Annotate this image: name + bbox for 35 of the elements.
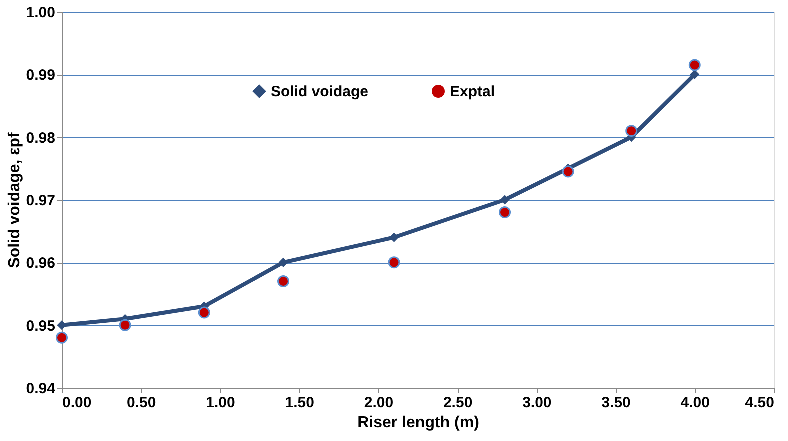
point [198,306,210,319]
legend-label: Exptal [450,84,496,101]
point [562,166,574,178]
point [57,320,67,330]
point [500,195,510,205]
point [499,206,512,219]
x-tick-label: 1.00 [206,394,236,412]
point [690,70,700,80]
point [388,256,400,269]
y-tick-label: 0.98 [26,130,56,147]
x-tick-label: 2.00 [364,394,394,412]
y-axis-title: Solid voidage, εpf [6,132,24,268]
point [626,125,638,138]
point [119,319,132,332]
x-tick-label: 1.50 [285,394,314,412]
y-tick-label: 1.00 [26,4,56,22]
point [688,59,701,72]
x-tick-label: 3.50 [602,394,631,412]
y-tick-label: 0.97 [26,192,56,210]
point [278,258,288,268]
y-tick-label: 0.96 [26,255,56,272]
legend-label: Solid voidage [271,84,369,101]
x-tick-label: 2.50 [443,394,473,412]
x-tick-label: 4.00 [680,394,710,412]
point [390,232,400,242]
x-tick-label: 3.00 [522,394,552,412]
point [278,275,290,288]
y-tick-label: 0.94 [26,380,56,398]
y-tick-label: 0.95 [26,318,56,335]
x-tick-label: 0.00 [62,394,92,412]
x-tick-label: 0.50 [127,394,156,412]
x-axis-title: Riser length (m) [358,414,480,432]
point [56,332,68,344]
y-tick-label: 0.99 [26,67,56,84]
x-tick-label: 4.50 [745,394,774,412]
